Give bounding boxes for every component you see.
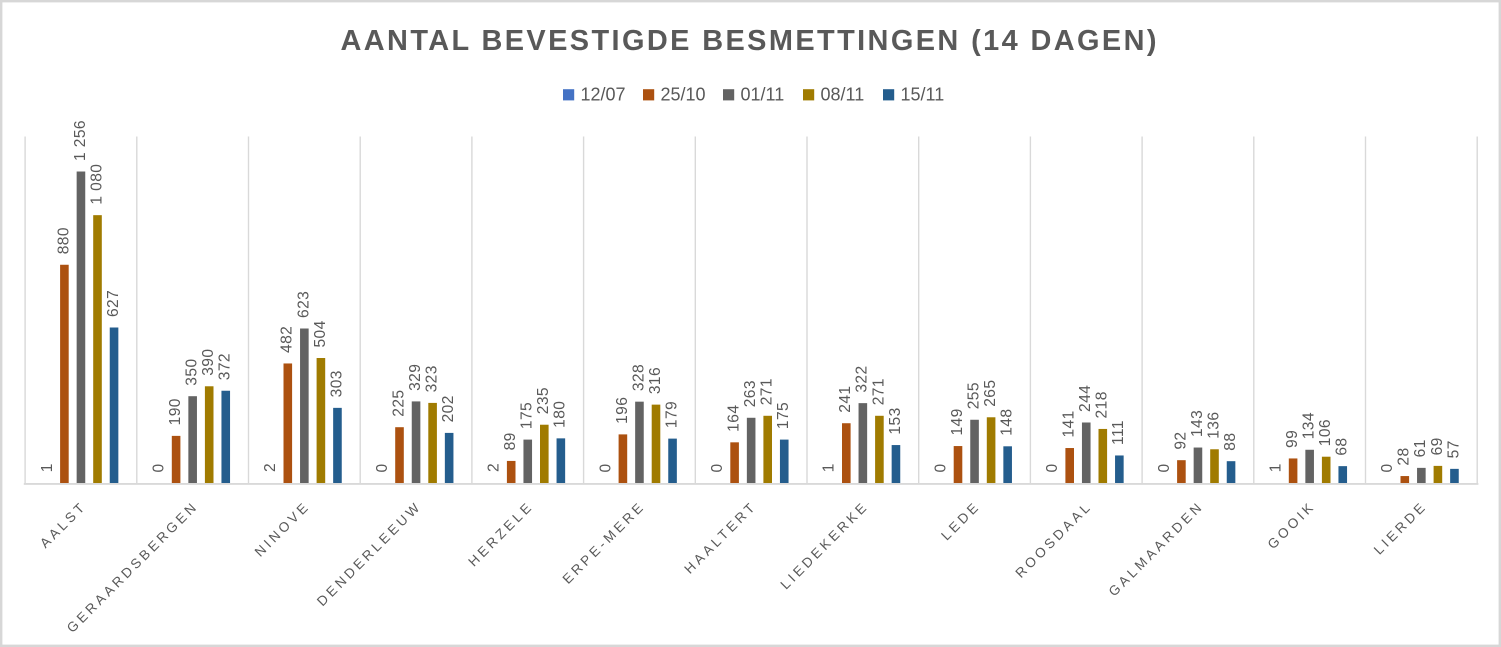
svg-text:303: 303 <box>328 370 345 397</box>
svg-text:143: 143 <box>1189 410 1206 437</box>
svg-text:329: 329 <box>407 364 424 391</box>
svg-text:180: 180 <box>552 401 569 428</box>
svg-text:0: 0 <box>1379 463 1396 472</box>
svg-text:99: 99 <box>1284 430 1301 448</box>
svg-text:271: 271 <box>870 378 887 405</box>
svg-text:265: 265 <box>982 380 999 407</box>
svg-text:1 080: 1 080 <box>88 164 105 205</box>
svg-text:111: 111 <box>1110 420 1127 445</box>
svg-text:148: 148 <box>999 409 1016 436</box>
svg-text:164: 164 <box>726 405 743 432</box>
svg-text:28: 28 <box>1396 447 1413 465</box>
svg-text:0: 0 <box>709 463 726 472</box>
svg-text:61: 61 <box>1412 439 1429 457</box>
svg-text:235: 235 <box>535 387 552 414</box>
svg-text:196: 196 <box>614 397 631 424</box>
svg-text:141: 141 <box>1061 410 1078 437</box>
svg-text:218: 218 <box>1094 391 1111 418</box>
svg-text:190: 190 <box>167 398 184 425</box>
svg-text:271: 271 <box>759 378 776 405</box>
svg-text:89: 89 <box>502 432 519 450</box>
svg-text:15/11: 15/11 <box>901 85 945 105</box>
svg-text:880: 880 <box>55 227 72 254</box>
svg-text:88: 88 <box>1222 433 1239 451</box>
svg-text:69: 69 <box>1429 437 1446 455</box>
svg-text:255: 255 <box>965 382 982 409</box>
svg-text:AANTAL BEVESTIGDE BESMETTINGEN: AANTAL BEVESTIGDE BESMETTINGEN (14 DAGEN… <box>341 25 1160 57</box>
svg-text:136: 136 <box>1205 412 1222 439</box>
svg-text:328: 328 <box>630 364 647 391</box>
svg-text:372: 372 <box>217 353 234 380</box>
svg-text:241: 241 <box>837 386 854 413</box>
svg-text:134: 134 <box>1301 412 1318 439</box>
svg-text:225: 225 <box>390 389 407 416</box>
svg-text:0: 0 <box>374 463 391 472</box>
svg-text:482: 482 <box>279 326 296 353</box>
svg-text:0: 0 <box>932 463 949 472</box>
svg-text:175: 175 <box>775 402 792 429</box>
svg-text:12/07: 12/07 <box>581 85 626 105</box>
svg-text:68: 68 <box>1334 437 1351 455</box>
svg-text:2: 2 <box>486 463 503 472</box>
svg-text:175: 175 <box>519 402 536 429</box>
svg-text:25/10: 25/10 <box>661 85 706 105</box>
svg-text:263: 263 <box>742 380 759 407</box>
svg-text:08/11: 08/11 <box>821 85 865 105</box>
svg-text:202: 202 <box>440 395 457 422</box>
svg-text:1 256: 1 256 <box>72 120 89 161</box>
svg-text:106: 106 <box>1317 419 1334 446</box>
svg-text:316: 316 <box>647 367 664 394</box>
svg-text:390: 390 <box>200 349 217 376</box>
svg-text:01/11: 01/11 <box>741 85 785 105</box>
svg-text:179: 179 <box>663 401 680 428</box>
svg-text:244: 244 <box>1077 385 1094 412</box>
svg-text:1: 1 <box>39 463 56 472</box>
svg-text:153: 153 <box>887 407 904 434</box>
svg-text:323: 323 <box>424 365 441 392</box>
svg-text:1: 1 <box>821 463 838 472</box>
svg-text:504: 504 <box>312 320 329 347</box>
svg-text:0: 0 <box>597 463 614 472</box>
svg-text:2: 2 <box>262 463 279 472</box>
svg-text:0: 0 <box>1044 463 1061 472</box>
svg-text:1: 1 <box>1267 463 1284 472</box>
svg-text:57: 57 <box>1445 440 1462 458</box>
svg-text:623: 623 <box>295 291 312 318</box>
svg-text:149: 149 <box>949 408 966 435</box>
svg-text:627: 627 <box>105 290 122 317</box>
svg-text:322: 322 <box>854 365 871 392</box>
svg-text:0: 0 <box>150 463 167 472</box>
svg-text:92: 92 <box>1172 432 1189 450</box>
svg-text:0: 0 <box>1156 463 1173 472</box>
svg-text:350: 350 <box>184 358 201 385</box>
